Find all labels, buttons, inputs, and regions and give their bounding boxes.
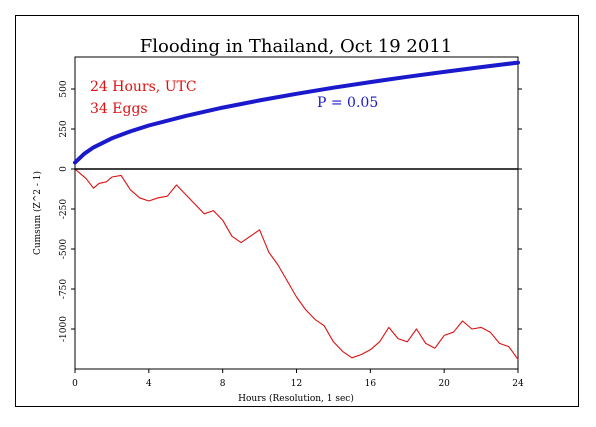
x-tick-label: 24 (512, 379, 524, 389)
annotation-p-value: P = 0.05 (317, 95, 378, 111)
y-tick-label: 250 (59, 120, 69, 137)
y-axis-ticks: 500 250 0 -250 -500 -750 -1000 (59, 80, 522, 342)
y-tick-label: -1000 (59, 316, 69, 342)
annotation-hours: 24 Hours, UTC (90, 79, 197, 95)
plot-area: 0 4 8 12 16 20 24 500 250 0 -250 -500 -750 -1000 (59, 56, 524, 389)
y-tick-label: 500 (59, 80, 69, 97)
y-axis-label: Cumsum (Z^2 - 1) (32, 171, 43, 255)
chart-title: Flooding in Thailand, Oct 19 2011 (140, 36, 452, 57)
x-tick-label: 20 (438, 379, 450, 389)
x-tick-label: 0 (72, 379, 78, 389)
series-layer (73, 60, 520, 360)
x-tick-label: 8 (220, 379, 226, 389)
annotation-eggs: 34 Eggs (90, 101, 148, 117)
x-axis-ticks: 0 4 8 12 16 20 24 (72, 369, 524, 389)
y-tick-label: -500 (59, 239, 69, 259)
chart-frame (15, 15, 579, 407)
series-line-cumulative-deviation (74, 168, 519, 360)
x-tick-label: 16 (365, 379, 377, 389)
y-tick-label: -250 (59, 199, 69, 219)
y-tick-label: -750 (59, 279, 69, 299)
x-tick-label: 12 (291, 379, 302, 389)
y-tick-label: 0 (59, 166, 69, 172)
x-axis-label: Hours (Resolution, 1 sec) (238, 393, 354, 404)
series-line-probability-envelope (73, 60, 520, 165)
x-tick-label: 4 (146, 379, 152, 389)
